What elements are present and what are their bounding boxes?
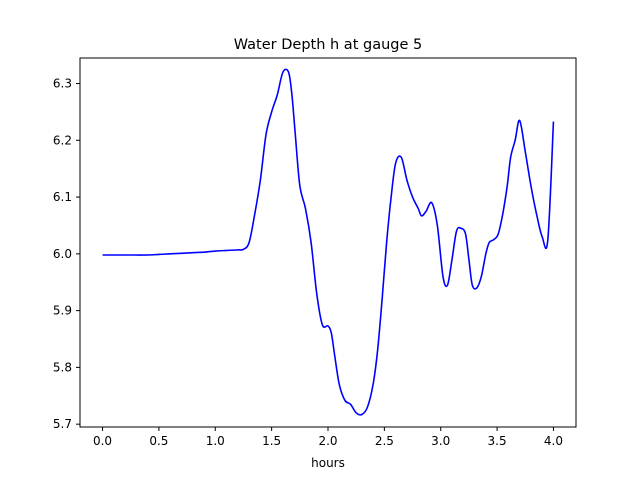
- x-tick-label: 3.5: [488, 434, 507, 448]
- y-axis: 5.7 5.8 5.9 6.0 6.1 6.2 6.3: [53, 77, 80, 431]
- x-tick-label: 1.5: [262, 434, 281, 448]
- y-tick-label: 5.7: [53, 417, 72, 431]
- x-tick-label: 0.5: [149, 434, 168, 448]
- plot-frame: [79, 57, 577, 428]
- x-tick-label: 2.5: [375, 434, 394, 448]
- y-tick-label: 6.2: [53, 133, 72, 147]
- chart-title: Water Depth h at gauge 5: [234, 37, 422, 53]
- y-tick-label: 5.9: [53, 304, 72, 318]
- series-line-0: [102, 68, 555, 416]
- x-tick-label: 3.0: [431, 434, 450, 448]
- x-tick-label: 4.0: [544, 434, 563, 448]
- y-tick-label: 6.1: [53, 190, 72, 204]
- x-tick-label: 1.0: [206, 434, 225, 448]
- x-axis-label: hours: [311, 456, 345, 470]
- plot-area: [102, 68, 555, 416]
- x-tick-label: 0.0: [93, 434, 112, 448]
- y-tick-label: 6.0: [53, 247, 72, 261]
- y-tick-label: 5.8: [53, 360, 72, 374]
- x-axis: 0.0 0.5 1.0 1.5 2.0 2.5 3.0 3.5 4.0: [93, 427, 563, 448]
- y-tick-label: 6.3: [53, 77, 72, 91]
- x-tick-label: 2.0: [318, 434, 337, 448]
